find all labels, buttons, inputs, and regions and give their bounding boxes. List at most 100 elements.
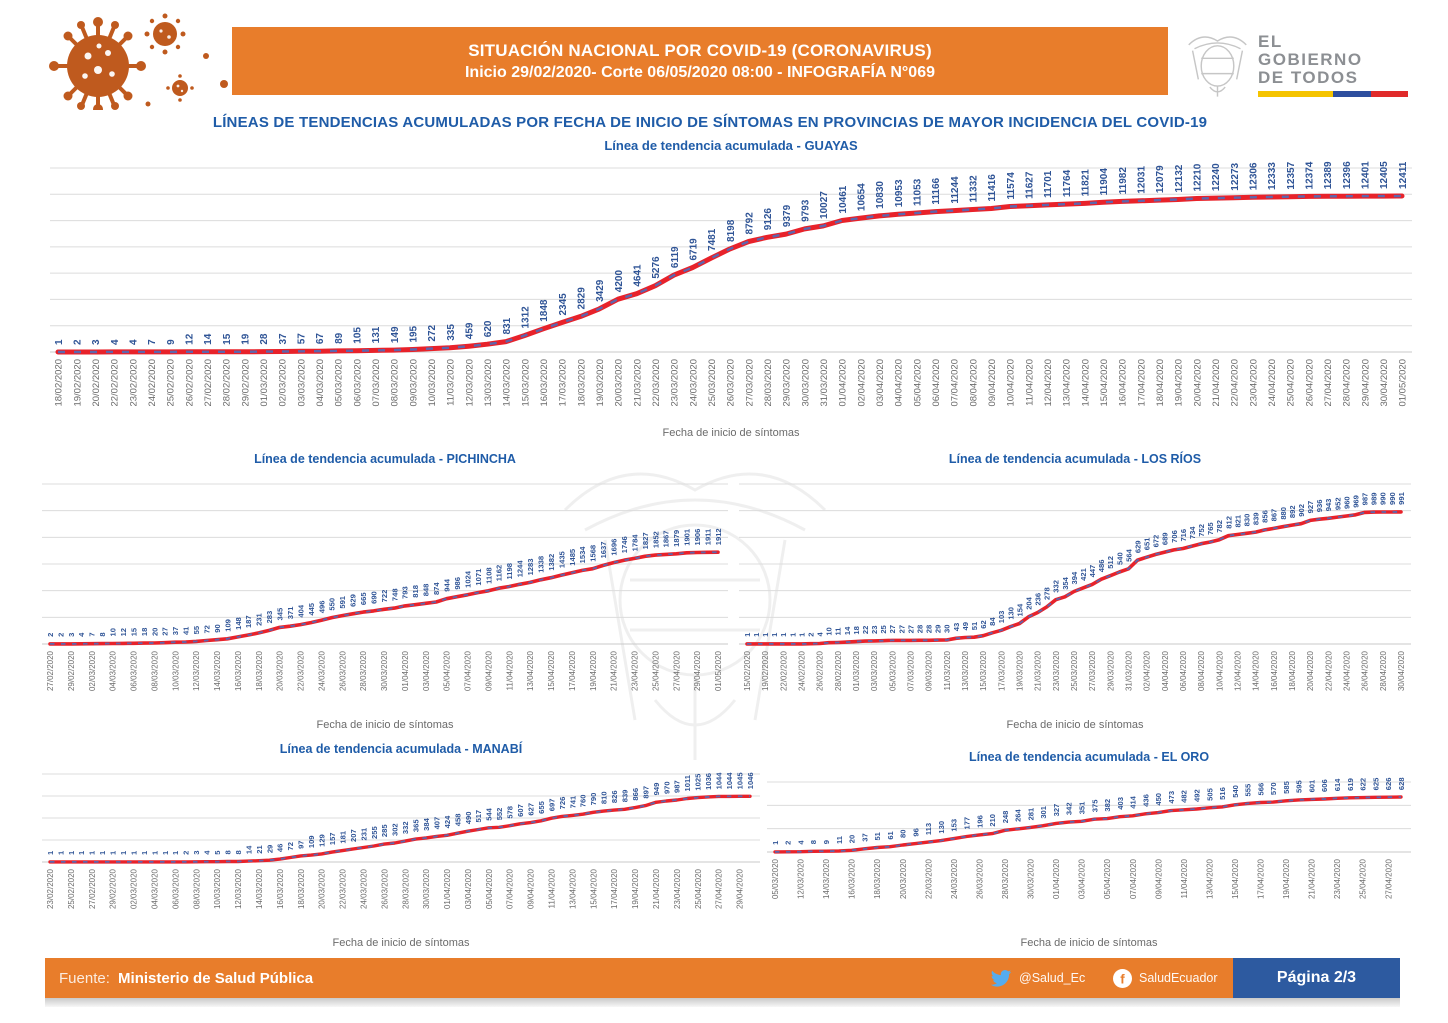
x-tick-label: 11/03/2020 (943, 650, 952, 690)
x-tick-label: 09/04/2020 (1154, 858, 1163, 899)
x-tick-label: 24/02/2020 (147, 359, 158, 407)
chart-canvas-guayas: 18/02/2020 19/02/2020 20/02/2020 22/02/2020… (50, 161, 1412, 407)
data-label: 130 (1006, 607, 1015, 620)
data-label: 12357 (1286, 161, 1297, 189)
x-tick-label: 20/04/2020 (1192, 359, 1203, 407)
data-label: 1848 (539, 299, 550, 322)
x-tick-label: 28/02/2020 (222, 359, 233, 407)
data-label: 19 (240, 333, 251, 345)
data-label: 1 (150, 850, 159, 855)
data-label: 990 (1388, 492, 1397, 505)
data-label: 97 (297, 840, 306, 848)
data-label: 831 (502, 317, 513, 334)
data-label: 354 (1061, 576, 1070, 589)
source-text: Fuente: Ministerio de Salud Pública (59, 970, 313, 987)
data-label: 812 (1224, 516, 1233, 529)
x-tick-label: 30/03/2020 (800, 359, 811, 407)
x-tick-label: 01/05/2020 (1398, 359, 1409, 407)
data-label: 821 (1233, 514, 1242, 527)
data-label: 1036 (704, 773, 713, 790)
x-tick-label: 26/02/2020 (184, 359, 195, 407)
x-tick-label: 13/03/2020 (483, 359, 494, 407)
chart-canvas-pichincha: 27/02/2020 29/02/2020 02/03/2020 04/03/2020… (42, 483, 728, 691)
data-label: 512 (1106, 556, 1115, 569)
data-label: 11574 (1006, 172, 1017, 200)
data-label: 619 (1346, 778, 1355, 791)
data-label: 839 (621, 790, 630, 803)
data-label: 407 (432, 817, 441, 830)
data-label: 734 (1188, 526, 1197, 539)
data-label: 516 (1218, 787, 1227, 800)
data-label: 255 (370, 826, 379, 839)
x-tick-label: 28/03/2020 (1001, 858, 1010, 899)
data-label: 342 (1065, 802, 1074, 815)
data-label: 204 (1024, 596, 1033, 609)
data-label: 1 (779, 632, 788, 637)
x-tick-label: 07/04/2020 (464, 650, 473, 691)
x-tick-label: 02/04/2020 (856, 359, 867, 407)
data-label: 10461 (838, 185, 849, 213)
government-logo-text: EL GOBIERNO DE TODOS (1258, 33, 1408, 97)
data-label: 18 (140, 628, 149, 636)
data-label: 1044 (715, 772, 724, 790)
x-tick-label: 18/04/2020 (1155, 359, 1166, 407)
data-label: 12 (119, 628, 128, 636)
x-tick-label: 15/03/2020 (520, 359, 531, 407)
data-label: 9379 (782, 204, 793, 227)
x-tick-label: 25/04/2020 (1286, 359, 1297, 407)
data-label: 37 (171, 627, 180, 635)
x-axis-label-pichincha: Fecha de inicio de síntomas (316, 719, 454, 731)
data-label: 210 (988, 814, 997, 827)
x-tick-label: 28/02/2020 (834, 650, 843, 691)
x-tick-label: 17/04/2020 (1257, 858, 1266, 899)
x-tick-label: 22/02/2020 (110, 359, 121, 407)
x-tick-label: 27/02/2020 (88, 868, 97, 909)
data-label: 30 (943, 625, 952, 633)
data-label: 14 (203, 333, 214, 345)
x-tick-label: 08/03/2020 (150, 650, 159, 691)
data-label: 969 (1351, 495, 1360, 508)
data-label: 9126 (763, 208, 774, 231)
data-label: 651 (1143, 537, 1152, 550)
data-label: 8 (98, 632, 107, 636)
data-label: 458 (453, 814, 462, 827)
data-label: 12374 (1304, 161, 1315, 189)
data-label: 874 (432, 582, 441, 595)
data-label: 1 (171, 850, 180, 855)
x-tick-label: 21/04/2020 (1211, 359, 1222, 407)
source-label: Fuente: (59, 969, 110, 987)
data-label: 10830 (875, 181, 886, 209)
facebook-icon: f (1113, 968, 1132, 988)
data-label: 1 (797, 632, 806, 637)
data-label: 952 (1333, 497, 1342, 510)
facebook-handle[interactable]: f SaludEcuador (1113, 968, 1218, 988)
data-label: 11416 (987, 174, 998, 202)
data-label: 690 (369, 591, 378, 604)
trend-line-red (55, 193, 1405, 355)
x-tick-label: 14/03/2020 (213, 650, 222, 691)
x-tick-label: 18/04/2020 (1288, 650, 1297, 691)
chart-title-losrios: Línea de tendencia acumulada - LOS RÍOS (948, 452, 1202, 466)
data-label: 1011 (683, 774, 692, 791)
twitter-handle[interactable]: @Salud_Ec (990, 969, 1085, 987)
x-tick-label: 20/03/2020 (899, 858, 908, 899)
x-tick-label: 18/03/2020 (873, 858, 882, 899)
x-tick-label: 06/04/2020 (1179, 650, 1188, 691)
x-tick-label: 08/03/2020 (192, 868, 201, 909)
x-tick-label: 14/03/2020 (255, 868, 264, 909)
x-tick-label: 28/03/2020 (401, 868, 410, 909)
x-tick-label: 26/04/2020 (1304, 359, 1315, 407)
data-label: 897 (641, 786, 650, 799)
data-label: 8 (234, 850, 243, 854)
data-label: 207 (349, 829, 358, 842)
data-label: 28 (925, 625, 934, 633)
x-tick-label: 29/04/2020 (1360, 359, 1371, 407)
data-label: 492 (1192, 789, 1201, 802)
data-label: 89 (334, 332, 345, 344)
data-label: 113 (924, 823, 933, 835)
data-label: 12306 (1248, 162, 1259, 190)
x-tick-label: 14/04/2020 (1080, 359, 1091, 407)
data-label: 4 (110, 339, 121, 345)
data-label: 627 (526, 803, 535, 816)
data-label: 1901 (683, 528, 692, 546)
